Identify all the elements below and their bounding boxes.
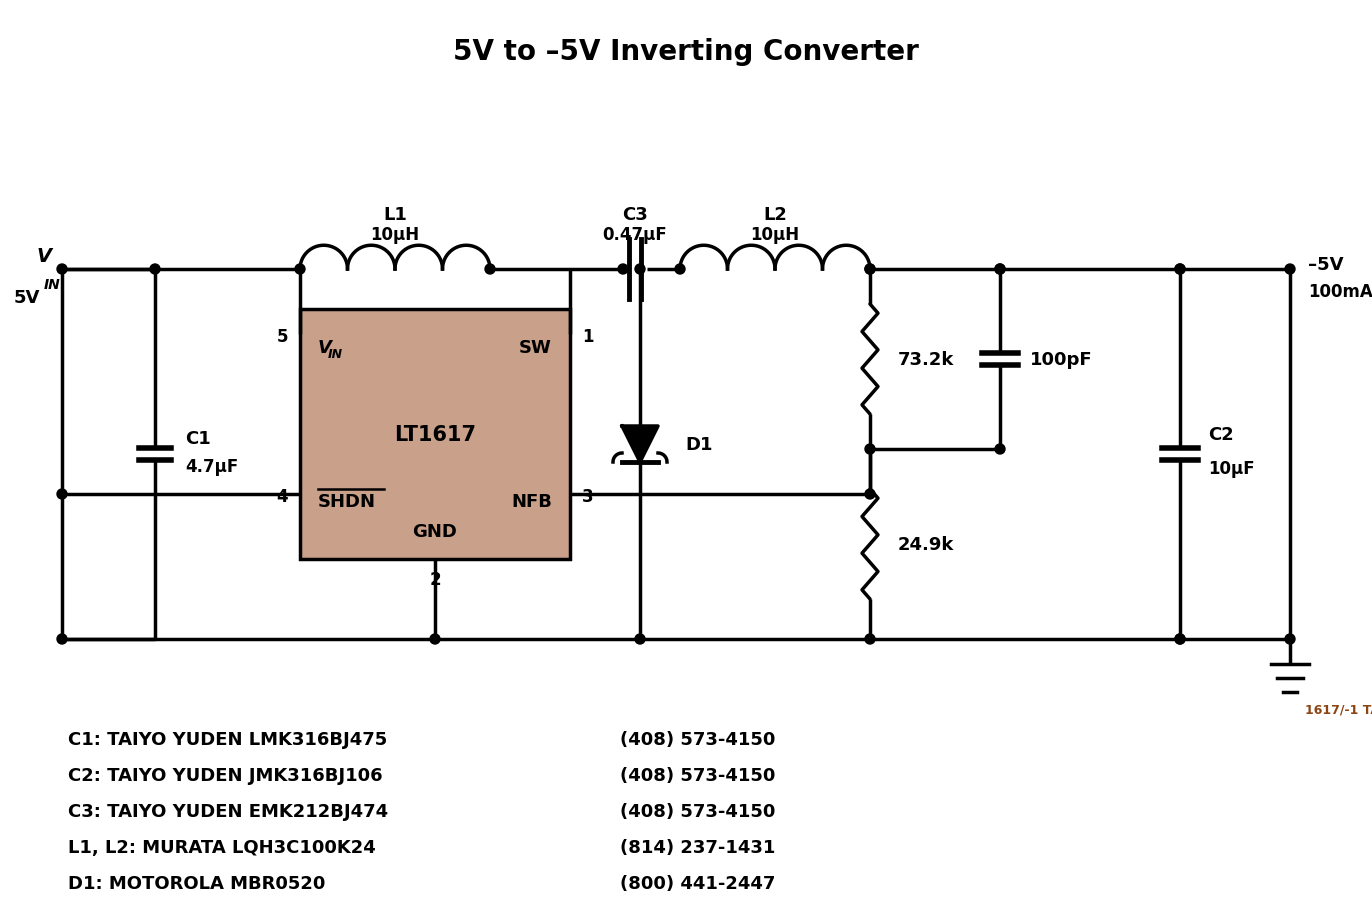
Circle shape [484, 265, 495, 275]
Text: C1: C1 [185, 429, 211, 448]
Circle shape [58, 634, 67, 644]
Circle shape [429, 634, 440, 644]
Circle shape [995, 265, 1006, 275]
Circle shape [864, 445, 875, 455]
Text: (408) 573-4150: (408) 573-4150 [620, 731, 775, 748]
Text: –5V: –5V [1308, 255, 1343, 274]
Text: (408) 573-4150: (408) 573-4150 [620, 802, 775, 820]
Text: C3: TAIYO YUDEN EMK212BJ474: C3: TAIYO YUDEN EMK212BJ474 [69, 802, 388, 820]
Text: 1617/-1 TA02: 1617/-1 TA02 [1305, 703, 1372, 716]
Circle shape [1174, 265, 1185, 275]
Text: (408) 573-4150: (408) 573-4150 [620, 766, 775, 784]
Text: 100pF: 100pF [1030, 351, 1092, 369]
Circle shape [995, 265, 1006, 275]
Circle shape [295, 265, 305, 275]
Circle shape [635, 265, 645, 275]
Text: C1: TAIYO YUDEN LMK316BJ475: C1: TAIYO YUDEN LMK316BJ475 [69, 731, 387, 748]
Text: 2: 2 [429, 571, 440, 588]
Text: LT1617: LT1617 [394, 425, 476, 445]
Circle shape [1286, 634, 1295, 644]
Text: IN: IN [328, 347, 343, 360]
Text: 4.7μF: 4.7μF [185, 458, 239, 475]
Text: D1: MOTOROLA MBR0520: D1: MOTOROLA MBR0520 [69, 874, 325, 892]
Text: 5V to –5V Inverting Converter: 5V to –5V Inverting Converter [453, 38, 919, 66]
Text: 1: 1 [582, 328, 594, 346]
Bar [300, 310, 569, 560]
Text: L1, L2: MURATA LQH3C100K24: L1, L2: MURATA LQH3C100K24 [69, 838, 376, 857]
Text: 100mA: 100mA [1308, 283, 1372, 301]
Circle shape [1286, 265, 1295, 275]
Circle shape [1174, 634, 1185, 644]
Text: 10μF: 10μF [1207, 460, 1254, 478]
Text: L1: L1 [383, 206, 407, 223]
Text: (814) 237-1431: (814) 237-1431 [620, 838, 775, 857]
Text: 5V: 5V [14, 289, 40, 307]
Circle shape [995, 445, 1006, 455]
Text: GND: GND [413, 522, 457, 540]
Circle shape [58, 490, 67, 499]
Text: V: V [37, 246, 52, 266]
Circle shape [1174, 265, 1185, 275]
Text: C2: C2 [1207, 425, 1233, 444]
Circle shape [864, 490, 875, 499]
Circle shape [864, 634, 875, 644]
Circle shape [58, 265, 67, 275]
Text: SW: SW [519, 338, 552, 357]
Text: IN: IN [44, 278, 60, 291]
Text: 24.9k: 24.9k [899, 536, 955, 553]
Text: 5: 5 [277, 328, 288, 346]
Text: 0.47μF: 0.47μF [602, 226, 667, 244]
Polygon shape [622, 426, 659, 462]
Circle shape [150, 265, 161, 275]
Circle shape [635, 634, 645, 644]
Circle shape [864, 265, 875, 275]
Text: 4: 4 [276, 487, 288, 505]
Text: L2: L2 [763, 206, 788, 223]
Circle shape [675, 265, 685, 275]
Circle shape [864, 265, 875, 275]
Text: D1: D1 [685, 436, 712, 453]
Text: 3: 3 [582, 487, 594, 505]
Text: NFB: NFB [512, 493, 552, 510]
Text: C2: TAIYO YUDEN JMK316BJ106: C2: TAIYO YUDEN JMK316BJ106 [69, 766, 383, 784]
Circle shape [1174, 634, 1185, 644]
Text: 10μH: 10μH [750, 226, 800, 244]
Text: 73.2k: 73.2k [899, 351, 955, 369]
Text: (800) 441-2447: (800) 441-2447 [620, 874, 775, 892]
Text: 10μH: 10μH [370, 226, 420, 244]
Circle shape [617, 265, 628, 275]
Text: C3: C3 [622, 206, 648, 223]
Text: V: V [318, 338, 332, 357]
Text: SHDN: SHDN [318, 493, 376, 510]
